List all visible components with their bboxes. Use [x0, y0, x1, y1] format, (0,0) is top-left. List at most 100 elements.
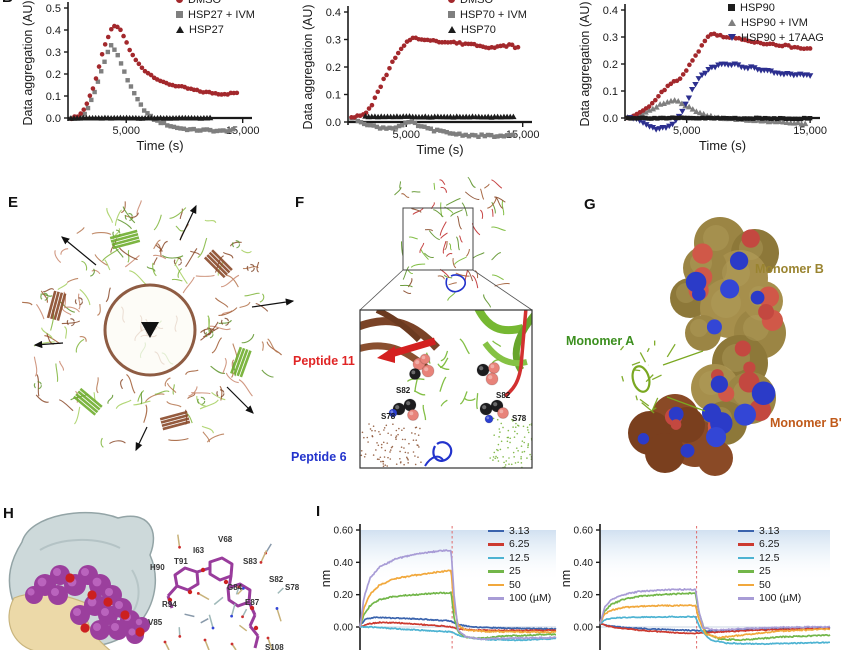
peptide-6-label: Peptide 6	[291, 450, 347, 464]
legend-item: 3.13	[488, 524, 551, 538]
svg-text:0.5: 0.5	[46, 3, 61, 15]
svg-text:Data aggregation (AU): Data aggregation (AU)	[301, 4, 315, 129]
residue-label-s83: S83	[243, 557, 258, 566]
svg-text:0.20: 0.20	[574, 590, 594, 601]
svg-text:0.3: 0.3	[326, 34, 341, 46]
legend-label: 100 (µM)	[759, 592, 802, 605]
legend-label: DMSO	[188, 0, 221, 6]
svg-text:0.00: 0.00	[334, 623, 354, 634]
svg-text:0.20: 0.20	[334, 590, 354, 601]
svg-text:nm: nm	[319, 570, 333, 587]
panel-label-g: G	[584, 196, 596, 213]
residue-label-s108: S108	[265, 643, 284, 650]
triangle-up-swatch	[728, 19, 736, 26]
svg-text:Data aggregation (AU): Data aggregation (AU)	[578, 1, 592, 126]
square-swatch	[448, 11, 455, 18]
legend-label: 3.13	[509, 524, 530, 537]
hsp70-chart-legend: DMSO HSP70 + IVM HSP70	[448, 0, 527, 37]
residue-label-s82: S82	[269, 575, 284, 584]
legend-item: HSP90	[728, 0, 824, 15]
legend-label: HSP27 + IVM	[188, 8, 255, 21]
circle-swatch	[176, 0, 183, 3]
legend-label: DMSO	[460, 0, 493, 6]
legend-label: 6.25	[509, 538, 530, 551]
legend-label: 100 (µM)	[509, 592, 552, 605]
legend-label: HSP27	[189, 23, 224, 36]
line-swatch	[488, 570, 504, 573]
legend-label: 3.13	[759, 524, 780, 537]
ligand-binding-pocket-structure	[8, 511, 284, 650]
legend-item: HSP90 + 17AAG	[728, 30, 824, 45]
peptide-interface-structure	[359, 176, 533, 469]
line-swatch	[738, 529, 754, 532]
svg-text:0.1: 0.1	[603, 86, 618, 98]
line-swatch	[488, 556, 504, 559]
triangle-up-swatch	[448, 26, 456, 33]
svg-text:5,000: 5,000	[392, 129, 420, 141]
square-swatch	[176, 11, 183, 18]
legend-item: 100 (µM)	[488, 592, 551, 606]
legend-item: 6.25	[488, 538, 551, 552]
svg-text:0.40: 0.40	[574, 558, 594, 569]
legend-item: HSP27	[176, 22, 255, 37]
svg-text:Time (s): Time (s)	[416, 142, 463, 157]
panel-label-e: E	[8, 194, 19, 211]
legend-label: 50	[759, 578, 771, 591]
legend-item: DMSO	[448, 0, 527, 7]
svg-text:0.4: 0.4	[603, 5, 618, 17]
residue-label-e87: E87	[245, 598, 260, 607]
line-swatch	[488, 583, 504, 586]
residue-label-t91: T91	[174, 557, 188, 566]
residue-label-i63: I63	[193, 546, 205, 555]
legend-item: 25	[738, 565, 801, 579]
svg-text:Time (s): Time (s)	[699, 138, 746, 153]
legend-item: HSP70	[448, 22, 527, 37]
panel-label-h: H	[3, 505, 14, 522]
svg-text:0.0: 0.0	[326, 117, 341, 129]
svg-text:0.2: 0.2	[326, 62, 341, 74]
svg-text:15,000: 15,000	[506, 129, 540, 141]
hsp90-aggregation-chart: 0.0 0.1 0.2 0.3 0.4 5,000 15,000 Time (s) Data a…	[578, 1, 827, 153]
residue-label-r94: R94	[162, 600, 177, 609]
residue-label-g84: G84	[227, 583, 243, 592]
svg-text:15,000: 15,000	[793, 125, 827, 137]
svg-text:0.40: 0.40	[334, 558, 354, 569]
svg-text:0.1: 0.1	[326, 89, 341, 101]
legend-item: HSP90 + IVM	[728, 15, 824, 30]
svg-text:0.0: 0.0	[46, 113, 61, 125]
svg-text:nm: nm	[559, 570, 573, 587]
line-swatch	[738, 597, 754, 600]
legend-item: 50	[488, 578, 551, 592]
legend-item: HSP27 + IVM	[176, 7, 255, 22]
line-swatch	[738, 570, 754, 573]
svg-text:0.0: 0.0	[603, 113, 618, 125]
legend-label: HSP90 + IVM	[741, 16, 808, 29]
svg-text:0.60: 0.60	[334, 526, 354, 537]
line-swatch	[488, 597, 504, 600]
legend-label: 50	[509, 578, 521, 591]
legend-item: 3.13	[738, 524, 801, 538]
site-label-s78-right: S78	[512, 414, 527, 423]
legend-item: 6.25	[738, 538, 801, 552]
legend-item: 12.5	[738, 551, 801, 565]
svg-text:0.3: 0.3	[603, 32, 618, 44]
line-swatch	[738, 583, 754, 586]
legend-label: HSP70	[461, 23, 496, 36]
site-label-s78-left: S78	[381, 412, 396, 421]
svg-text:0.00: 0.00	[574, 623, 594, 634]
legend-label: 12.5	[509, 551, 530, 564]
panel-label-f: F	[295, 194, 305, 211]
monomer-a-label: Monomer A	[566, 334, 635, 348]
svg-text:0.1: 0.1	[46, 91, 61, 103]
bli-right-legend: 3.13 6.25 12.5 25 50 100 (µM)	[738, 524, 801, 605]
svg-text:0.3: 0.3	[46, 47, 61, 59]
svg-text:0.2: 0.2	[603, 59, 618, 71]
line-swatch	[488, 543, 504, 546]
site-label-s82-left: S82	[396, 386, 411, 395]
residue-label-s78: S78	[285, 583, 300, 592]
svg-text:0.2: 0.2	[46, 69, 61, 81]
legend-label: 12.5	[759, 551, 780, 564]
legend-label: HSP70 + IVM	[460, 8, 527, 21]
line-swatch	[738, 543, 754, 546]
triangle-down-swatch	[728, 34, 736, 41]
